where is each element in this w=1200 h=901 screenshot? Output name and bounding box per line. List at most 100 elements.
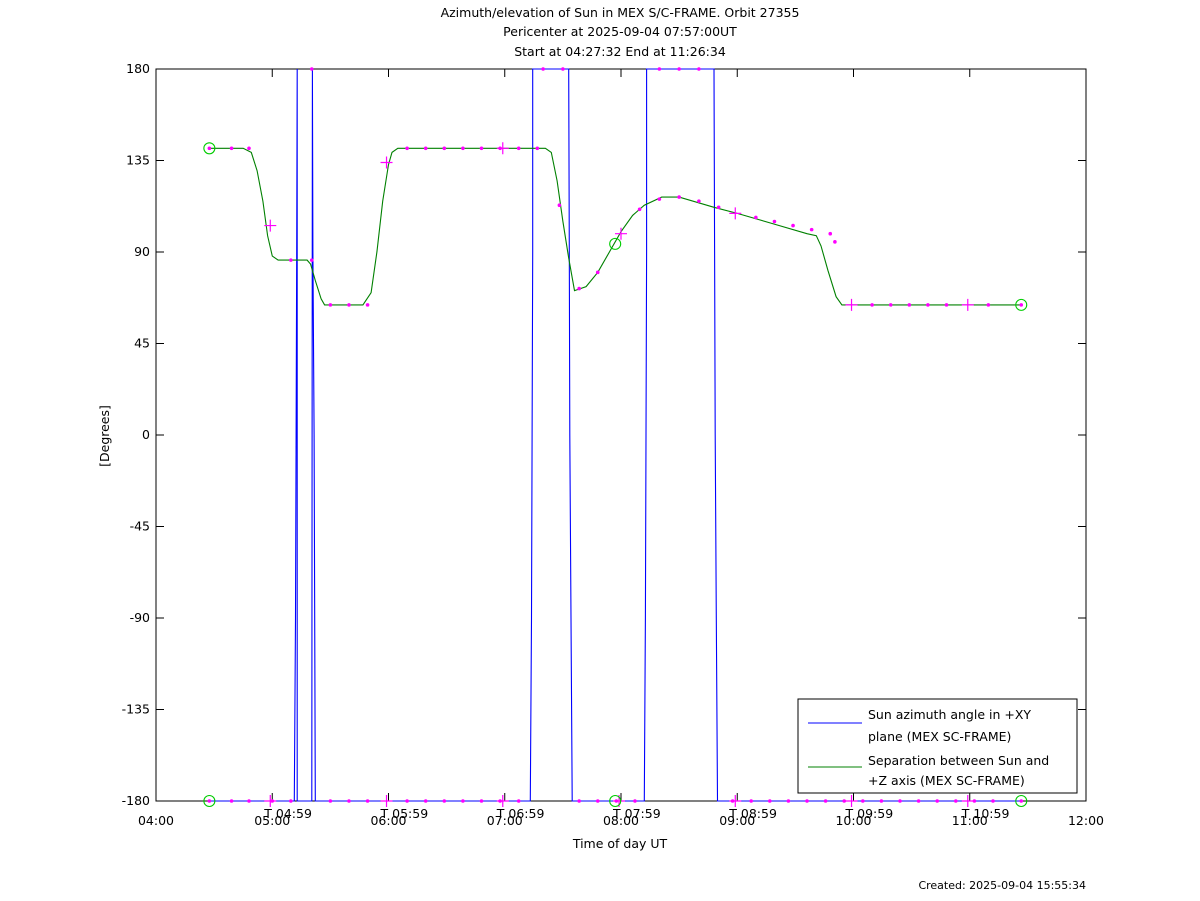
azimuth-marker-dot [595, 799, 600, 803]
event-circle-marker [609, 237, 622, 250]
chart-subtitle-range: Start at 04:27:32 End at 11:26:34 [514, 44, 726, 59]
x-tick-label: 06:00 [370, 813, 406, 828]
chart-title: Azimuth/elevation of Sun in MEX S/C-FRAM… [441, 5, 800, 20]
x-tick-label: 11:00 [952, 813, 988, 828]
x-tick-label: 04:00 [138, 813, 174, 828]
separation-marker-dot [423, 146, 428, 151]
separation-marker-dot [479, 146, 484, 151]
event-circle-marker [203, 794, 216, 808]
separation-marker-dot [888, 303, 893, 307]
legend-label-azimuth-line-1: Sun azimuth angle in +XY [868, 707, 1031, 722]
separation-marker-dot [535, 146, 540, 151]
hour-cross-marker [496, 795, 509, 807]
hour-cross-marker [380, 156, 393, 169]
azimuth-marker-dot [991, 799, 995, 803]
hour-mark-label: T 10:59 [961, 806, 1010, 821]
separation-marker-dot [595, 270, 600, 275]
azimuth-marker-dot [207, 799, 212, 803]
azimuth-marker-dot [697, 67, 701, 71]
azimuth-marker-dot [365, 799, 370, 803]
separation-marker-dot [870, 303, 874, 307]
separation-marker-dot [791, 223, 795, 228]
azimuth-marker-dot [935, 799, 939, 803]
azimuth-marker-dot [972, 799, 977, 803]
separation-marker-dot [1019, 303, 1024, 307]
azimuth-marker-dot [786, 799, 791, 803]
azimuth-marker-dot [916, 799, 921, 803]
hour-cross-marker [264, 795, 277, 807]
hour-mark-label: T 07:59 [612, 806, 661, 821]
legend-box [797, 698, 1078, 794]
separation-marker-dot [944, 303, 949, 307]
azimuth-marker-dot [516, 799, 521, 803]
azimuth-marker-dot [577, 799, 581, 803]
azimuth-marker-dot [347, 799, 351, 803]
event-circle-marker [1015, 298, 1028, 311]
separation-marker-dot [309, 258, 314, 262]
azimuth-marker-dot [561, 67, 565, 71]
hour-cross-marker [729, 795, 742, 807]
x-tick-label: 10:00 [835, 813, 871, 828]
x-tick-label: 07:00 [487, 813, 523, 828]
event-circle-marker [203, 142, 216, 155]
series-line-separation [209, 147, 1022, 306]
separation-marker-dot [347, 303, 351, 307]
hour-cross-marker [264, 219, 277, 232]
hour-cross-marker [961, 795, 974, 807]
azimuth-marker-dot [541, 67, 545, 71]
azimuth-marker-dot [423, 799, 428, 803]
separation-marker-dot [986, 303, 991, 307]
azimuth-marker-dot [461, 799, 465, 803]
separation-marker-dot [809, 227, 814, 232]
y-tick-label: 135 [126, 153, 150, 168]
azimuth-marker-dot [879, 799, 884, 803]
azimuth-marker-dot [229, 799, 234, 803]
azimuth-marker-dot [328, 799, 333, 803]
separation-marker-dot [833, 240, 837, 244]
hour-mark-label: T 04:59 [263, 806, 312, 821]
azimuth-marker-dot [479, 799, 484, 803]
separation-marker-dot [289, 258, 293, 262]
azimuth-marker-dot [823, 799, 828, 803]
azimuth-marker-dot [898, 799, 902, 803]
y-tick-label: -180 [122, 793, 150, 808]
separation-marker-dot [461, 146, 465, 151]
azimuth-marker-dot [861, 799, 865, 803]
separation-marker-dot [637, 207, 642, 212]
x-tick-label: 08:00 [603, 813, 639, 828]
hour-mark-label: T 09:59 [845, 806, 894, 821]
separation-marker-dot [657, 197, 662, 201]
legend-label-separation-line-1: Separation between Sun and [868, 753, 1049, 768]
separation-marker-dot [442, 146, 447, 151]
y-axis-label: [Degrees] [97, 405, 112, 467]
hour-mark-label: T 05:59 [380, 806, 429, 821]
separation-marker-dot [716, 205, 721, 210]
azimuth-marker-dot [1019, 799, 1024, 803]
azimuth-marker-dot [289, 799, 293, 803]
hour-mark-label: T 08:59 [728, 806, 777, 821]
separation-marker-dot [828, 231, 833, 236]
x-tick-label: 09:00 [719, 813, 755, 828]
hour-cross-marker [615, 227, 627, 240]
azimuth-marker-dot [247, 799, 251, 803]
azimuth-marker-dot [954, 799, 958, 803]
hour-cross-marker [496, 142, 509, 155]
hour-mark-label: T 06:59 [496, 806, 545, 821]
x-axis-label: Time of day UT [572, 836, 668, 851]
legend-label-azimuth-line-2: plane (MEX SC-FRAME) [868, 729, 1011, 744]
separation-marker-dot [577, 286, 581, 291]
separation-marker-dot [247, 146, 251, 151]
azimuth-marker-dot [768, 799, 772, 803]
legend-label-separation-line-2: +Z axis (MEX SC-FRAME) [868, 773, 1025, 788]
separation-marker-dot [207, 146, 212, 151]
azimuth-marker-dot [442, 799, 447, 803]
event-circle-marker [609, 794, 622, 808]
hour-cross-marker [845, 298, 858, 311]
separation-marker-dot [365, 303, 370, 307]
plot-markers [203, 67, 1028, 808]
plot-series [209, 68, 1022, 802]
y-tick-label: -90 [130, 610, 150, 625]
series-line-azimuth [209, 68, 1022, 802]
axes: 180 135 90 45 0 -45 -90 -135 -180 04:00 05:00 06:00… [122, 61, 1104, 828]
